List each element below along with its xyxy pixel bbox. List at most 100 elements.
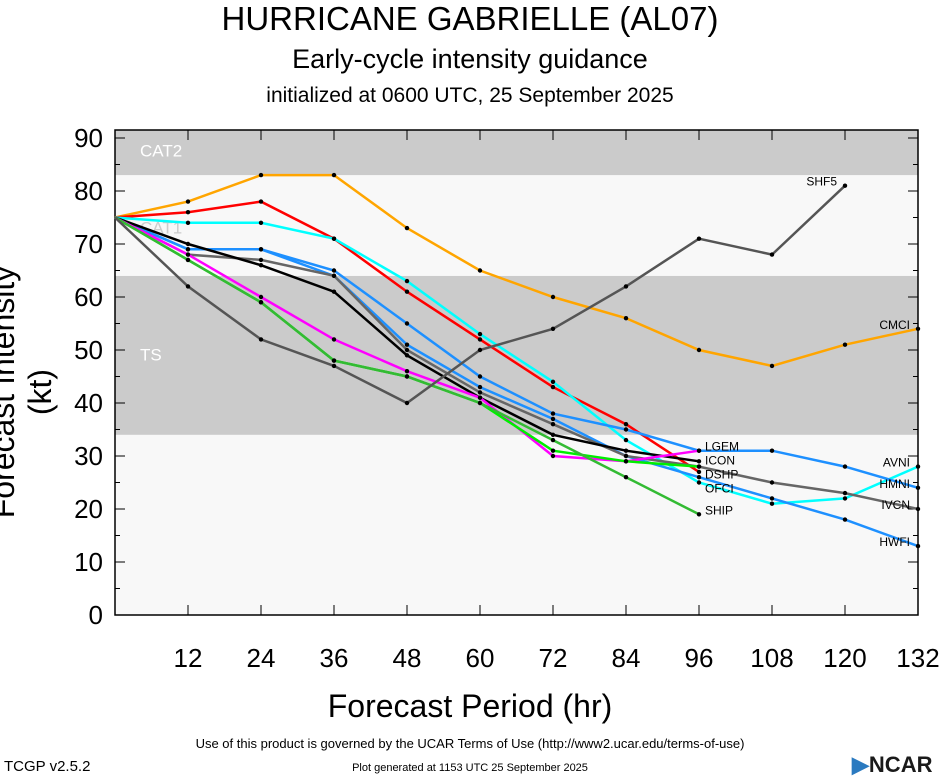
point-hwfi xyxy=(477,384,483,390)
x-tick-label: 60 xyxy=(466,643,495,673)
point-hwfi xyxy=(769,496,775,501)
point-cmci xyxy=(623,316,629,321)
series-label-hwfi: HWFI xyxy=(879,535,910,549)
y-tick-label: 80 xyxy=(74,176,103,206)
point-ship xyxy=(331,358,337,363)
point-ship xyxy=(404,374,410,379)
series-label-lgem: LGEM xyxy=(705,440,739,454)
x-tick-label: 132 xyxy=(896,643,939,673)
point-avni xyxy=(623,437,629,443)
point-avni xyxy=(404,278,410,284)
point-shf5 xyxy=(404,400,410,406)
band-label: CAT2 xyxy=(140,142,182,161)
x-tick-label: 108 xyxy=(750,643,793,673)
point-icon xyxy=(404,353,410,358)
init-time: initialized at 0600 UTC, 25 September 20… xyxy=(266,84,674,107)
point-ivcn xyxy=(623,453,629,459)
point-avni xyxy=(185,220,191,225)
series-label-ship: SHIP xyxy=(705,503,733,517)
x-tick-label: 36 xyxy=(320,643,349,673)
point-hmni xyxy=(331,268,337,273)
point-ofci xyxy=(258,199,264,204)
point-ship xyxy=(185,257,191,263)
point-avni xyxy=(477,331,483,337)
point-ofci xyxy=(550,384,556,390)
generated-time: Plot generated at 1153 UTC 25 September … xyxy=(352,762,588,774)
point-cmci xyxy=(331,172,337,178)
band-below-ts xyxy=(115,434,918,615)
point-ofci xyxy=(477,337,483,342)
point-shf5 xyxy=(477,347,483,353)
point-hmni xyxy=(769,448,775,453)
point-avni xyxy=(550,379,556,384)
point-cmci xyxy=(696,347,702,353)
y-axis-label: Forecast Intensity (kt) xyxy=(0,265,58,519)
terms-of-use: Use of this product is governed by the U… xyxy=(195,736,745,751)
series-label-shf5: SHF5 xyxy=(806,175,837,189)
point-ivcn xyxy=(842,490,848,496)
point-hwfi xyxy=(258,247,264,252)
point-shf5 xyxy=(769,252,775,257)
point-ship xyxy=(550,437,556,443)
series-line-ivcn xyxy=(114,216,919,511)
point-cmci xyxy=(550,294,556,300)
series-label-icon: ICON xyxy=(705,454,735,468)
point-ofci xyxy=(696,469,702,475)
version: TCGP v2.5.2 xyxy=(4,758,91,775)
point-lgem xyxy=(477,395,483,400)
point-hwfi xyxy=(185,247,191,252)
point-avni xyxy=(696,480,702,485)
y-tick-label: 10 xyxy=(74,547,103,577)
point-hmni xyxy=(842,464,848,469)
plot-frame xyxy=(114,129,919,616)
point-shf5 xyxy=(623,284,629,289)
x-tick-label: 120 xyxy=(823,643,866,673)
chart-title: HURRICANE GABRIELLE (AL07) xyxy=(221,0,719,37)
point-ship xyxy=(258,300,264,305)
point-ofci xyxy=(185,210,191,215)
y-tick-label: 90 xyxy=(74,123,103,153)
point-cmci xyxy=(915,326,921,331)
band-ts xyxy=(115,275,918,435)
x-axis-label: Forecast Period (hr) xyxy=(327,688,613,724)
point-lgem xyxy=(550,453,556,459)
x-tick-label: 48 xyxy=(393,643,422,673)
x-tick-label: 96 xyxy=(685,643,714,673)
y-tick-label: 50 xyxy=(74,335,103,365)
point-shf5 xyxy=(842,183,848,188)
point-ship xyxy=(696,512,702,517)
point-ivcn xyxy=(477,390,483,395)
series-label-ivcn: IVCN xyxy=(881,498,910,512)
point-ofci xyxy=(623,422,629,427)
point-shf5 xyxy=(550,326,556,331)
point-cmci xyxy=(185,199,191,204)
point-ivcn xyxy=(258,257,264,263)
point-shf5 xyxy=(331,363,337,369)
chart-subtitle: Early-cycle intensity guidance xyxy=(292,44,648,74)
band-label: TS xyxy=(140,346,162,365)
point-ivcn xyxy=(404,347,410,353)
x-tick-label: 12 xyxy=(174,643,203,673)
point-icon xyxy=(696,459,702,464)
point-cmci xyxy=(477,268,483,273)
point-ship xyxy=(477,400,483,406)
series-line-cmci xyxy=(114,173,919,368)
x-tick-label: 24 xyxy=(247,643,276,673)
y-tick-label: 70 xyxy=(74,229,103,259)
point-avni xyxy=(915,464,921,469)
ncar-logo: ▶NCAR xyxy=(852,752,933,777)
point-dshp xyxy=(623,459,629,464)
point-dshp xyxy=(696,464,702,469)
point-hwfi xyxy=(696,475,702,480)
y-tick-label: 0 xyxy=(89,600,103,630)
point-icon xyxy=(185,241,191,247)
point-icon xyxy=(258,263,264,268)
point-hwfi xyxy=(915,543,921,549)
point-avni xyxy=(258,220,264,225)
point-cmci xyxy=(258,172,264,178)
point-shf5 xyxy=(696,236,702,241)
band-cat2 xyxy=(115,130,918,176)
point-cmci xyxy=(842,342,848,347)
